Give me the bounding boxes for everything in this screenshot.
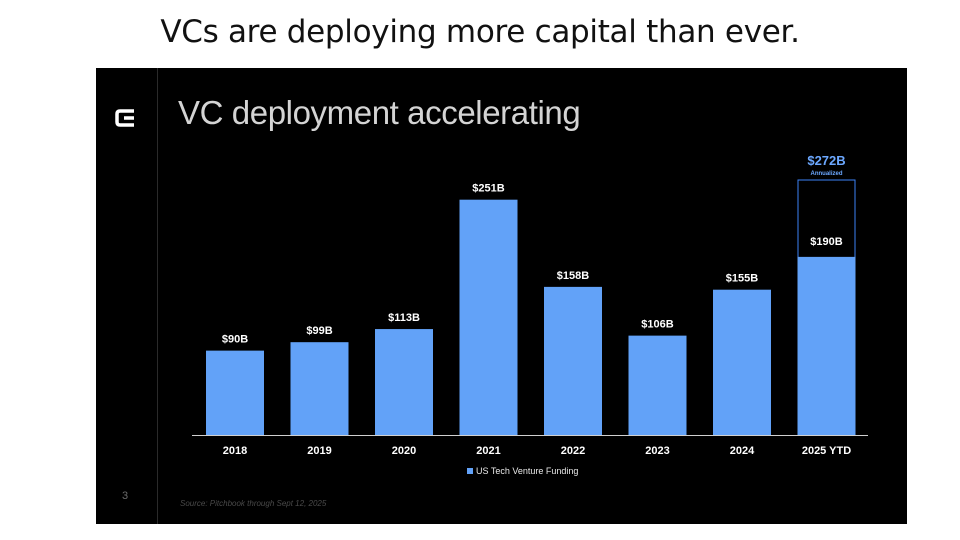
bar-value-label: $158B: [557, 270, 589, 282]
x-tick-label: 2022: [561, 445, 585, 457]
bar-value-label: $90B: [222, 334, 248, 346]
page-number: 3: [122, 490, 129, 502]
bar-2019: [290, 342, 349, 435]
slide-panel: VC deployment accelerating $90B 2018 $99B 2…: [96, 68, 907, 524]
x-tick-label: 2024: [730, 445, 755, 457]
x-tick-label: 2020: [392, 445, 416, 457]
bar-value-label: $113B: [388, 312, 420, 324]
legend-swatch: [467, 468, 473, 474]
annualized-value-label: $272B: [807, 153, 845, 168]
annualized-note-label: Annualized: [810, 171, 842, 177]
source-note: Source: Pitchbook through Sept 12, 2025: [180, 499, 327, 508]
bar-value-label: $155B: [726, 273, 758, 285]
x-tick-label: 2025 YTD: [802, 445, 851, 457]
bar-2018: [206, 350, 264, 435]
bar-chart: $90B 2018 $99B 2019 $113B 2020 $251B 2021 $158B 2…: [192, 153, 868, 457]
bar-2023: [628, 335, 687, 435]
bar-2025-ytd: [797, 256, 856, 435]
x-tick-label: 2021: [476, 445, 500, 457]
bar-value-label: $106B: [641, 319, 673, 331]
x-tick-label: 2023: [645, 445, 669, 457]
x-tick-label: 2019: [307, 445, 331, 457]
bar-value-label: $99B: [306, 325, 332, 337]
slide-title: VC deployment accelerating: [178, 94, 581, 131]
bar-value-label: $251B: [472, 183, 504, 195]
legend-label: US Tech Venture Funding: [476, 466, 579, 476]
bar-2024: [713, 289, 771, 435]
bar-2020: [375, 329, 433, 435]
bar-2022: [544, 286, 602, 435]
rail-divider: [157, 68, 158, 524]
bar-value-label: $190B: [810, 236, 842, 248]
headline: VCs are deploying more capital than ever…: [160, 14, 800, 50]
bracket-c-logo-icon: [115, 109, 134, 127]
x-tick-label: 2018: [223, 445, 247, 457]
bar-2021: [459, 199, 518, 435]
chart-legend: US Tech Venture Funding: [467, 466, 578, 476]
